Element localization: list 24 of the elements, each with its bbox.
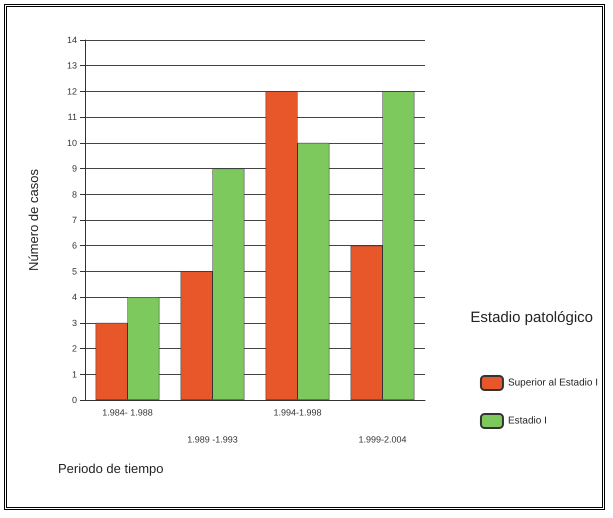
x-axis-title: Periodo de tiempo [58, 461, 164, 476]
y-tick-label: 0 [72, 395, 77, 405]
legend-title: Estadio patológico [470, 309, 594, 326]
y-tick-label: 2 [72, 344, 77, 354]
y-tick-label: 3 [72, 318, 77, 328]
y-tick-label: 4 [72, 292, 77, 302]
x-tick-label: 1.984- 1.988 [102, 408, 153, 418]
legend-label: Estadio I [508, 416, 547, 426]
y-tick-label: 14 [66, 35, 77, 45]
y-tick-label: 9 [72, 164, 77, 174]
y-tick-label: 5 [72, 266, 77, 276]
y-axis-title: Número de casos [26, 168, 41, 271]
y-tick-label: 10 [66, 138, 77, 148]
y-tick-label: 6 [72, 240, 77, 251]
y-tick-label: 7 [72, 215, 77, 225]
x-tick-label: 1.994-1.998 [273, 408, 322, 418]
y-tick-label: 11 [68, 112, 77, 122]
x-tick-label: 1.989 -1.993 [187, 434, 238, 444]
y-tick-label: 1 [72, 369, 77, 380]
y-tick-label: 13 [66, 60, 77, 71]
y-tick-label: 8 [72, 189, 77, 200]
y-tick-label: 12 [66, 86, 77, 96]
x-tick-label: 1.999-2.004 [358, 434, 407, 444]
legend-label: Superior al Estadio I [508, 378, 598, 388]
